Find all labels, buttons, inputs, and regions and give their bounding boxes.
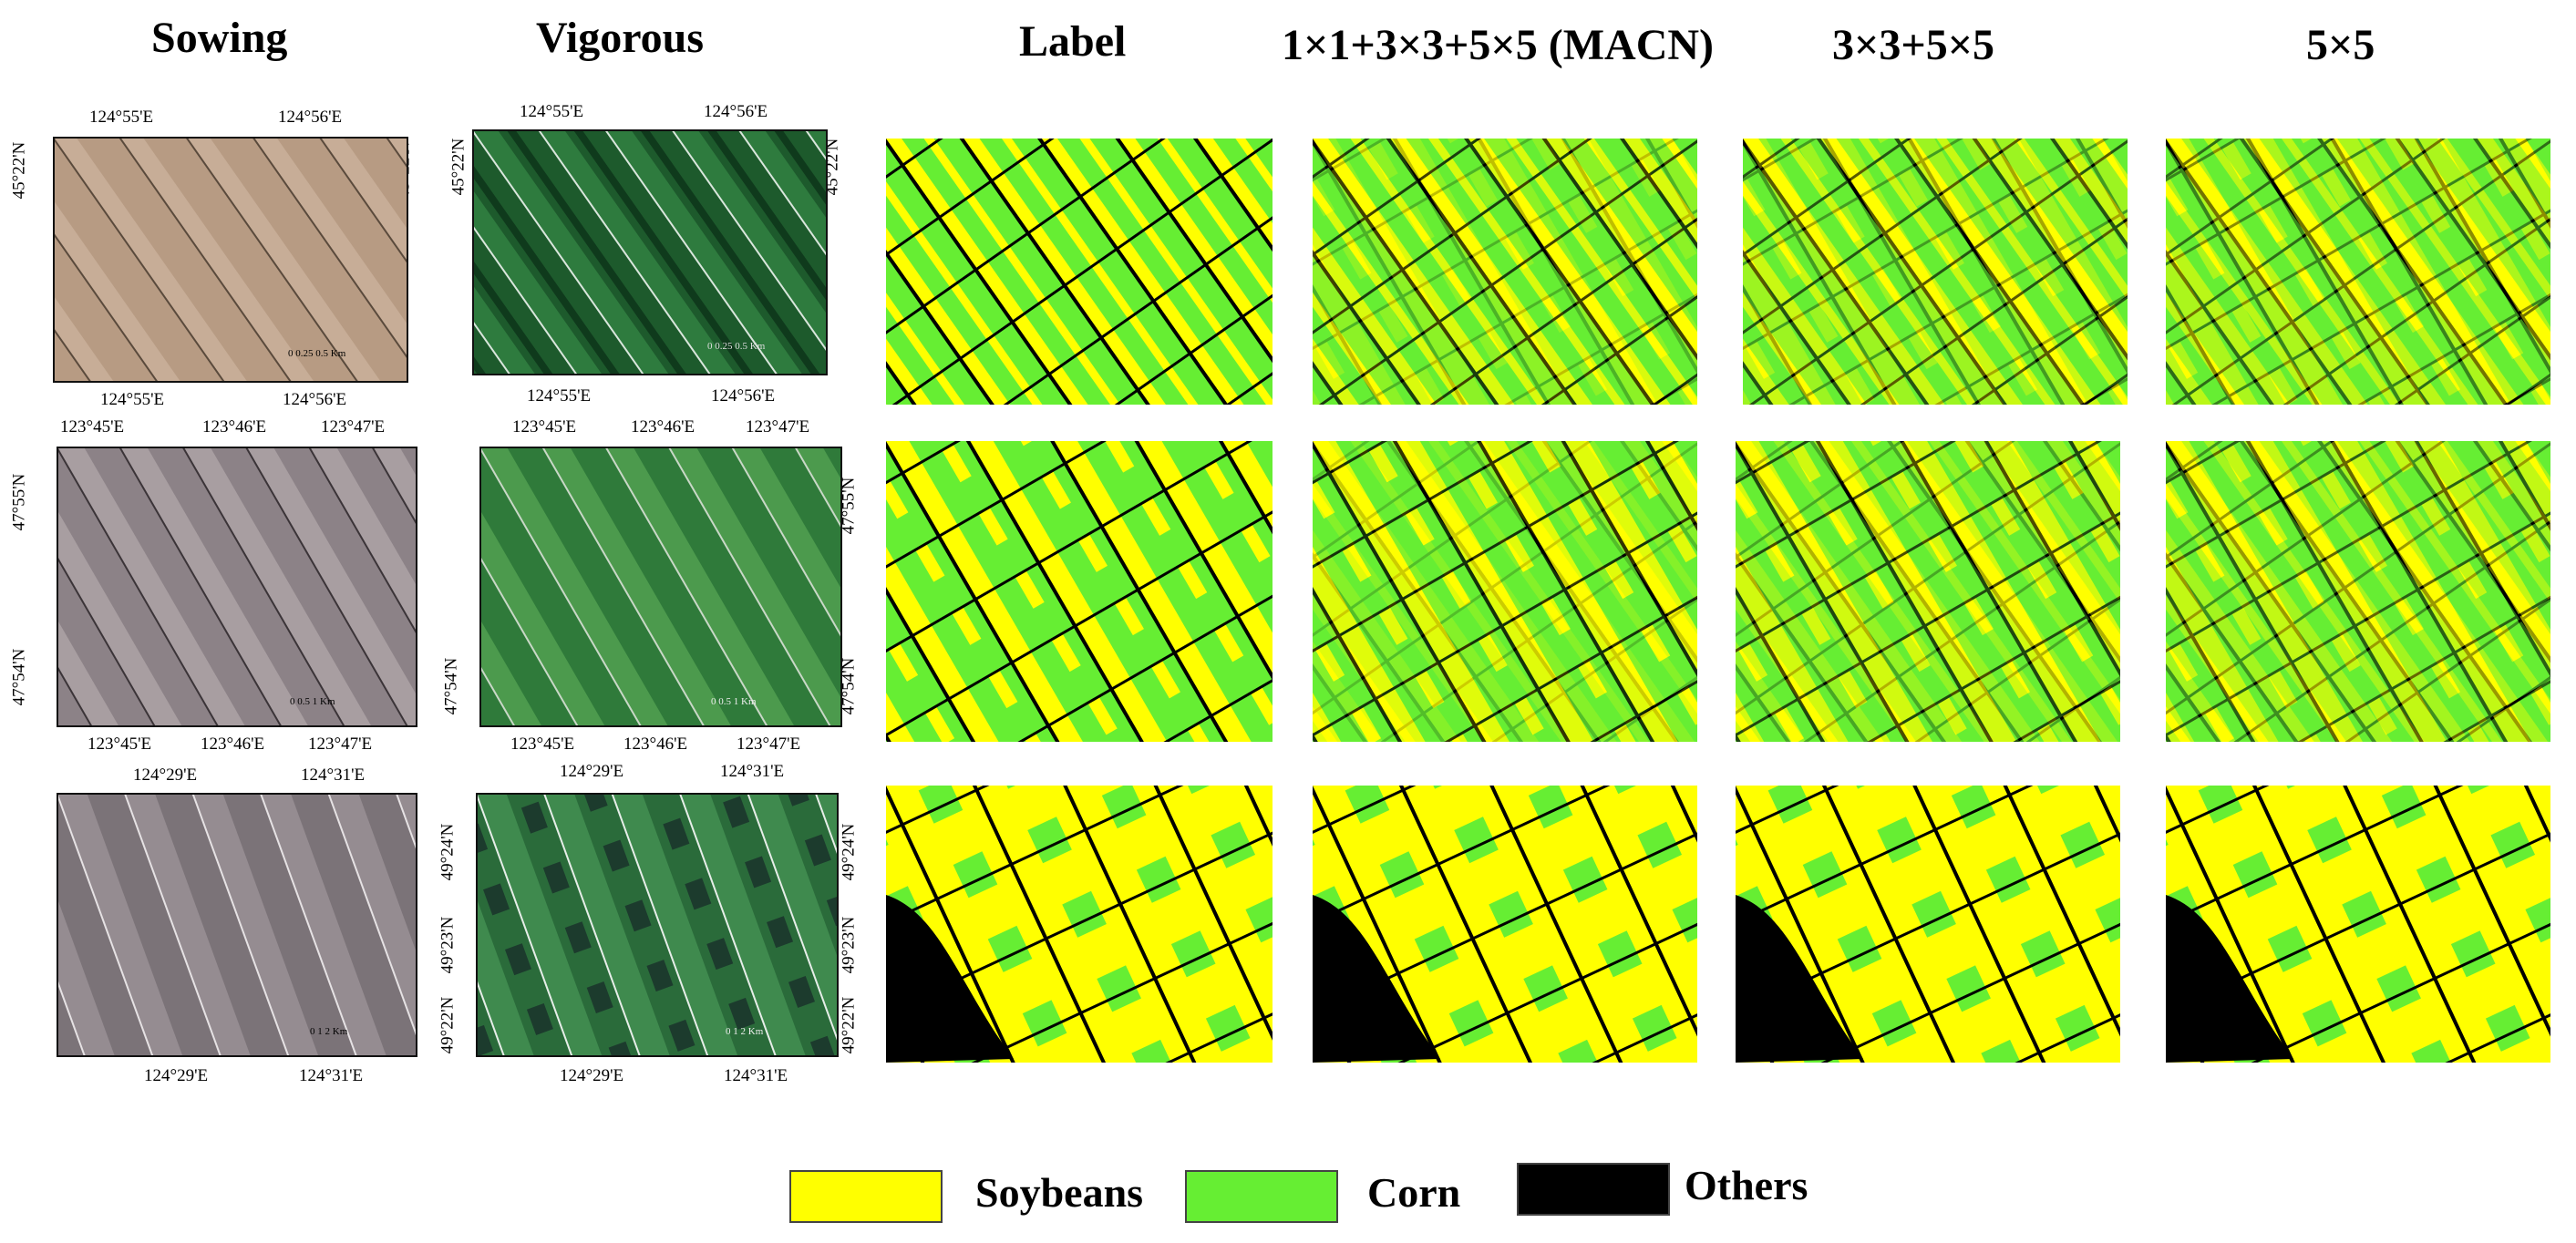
row2-sowing-bottom-lon-1: 123°45'E xyxy=(88,734,152,754)
row1-vigorous-scale: 0 0.25 0.5 Km xyxy=(707,341,766,352)
legend-corn-swatch xyxy=(1185,1170,1338,1223)
row3-sowing-top-lon-1: 124°29'E xyxy=(133,765,198,785)
row1-sowing-top-lon-1: 124°55'E xyxy=(89,108,154,127)
row3-vigorous-image xyxy=(476,793,839,1057)
row1-macn-map xyxy=(1313,139,1697,405)
row2-sowing-bottom-lon-3: 123°47'E xyxy=(308,734,373,754)
row2-5x5-map xyxy=(2166,441,2550,742)
column-header-vigorous: Vigorous xyxy=(536,14,705,62)
row1-vigorous-lat: 45°22'N xyxy=(448,138,469,196)
row2-sowing-top-lon-1: 123°45'E xyxy=(60,417,125,437)
row3-vigorous-bottom-lon-2: 124°31'E xyxy=(724,1066,788,1085)
column-header-label: Label xyxy=(1019,17,1127,66)
row3-sowing-top-lon-2: 124°31'E xyxy=(301,765,366,785)
row2-sowing-lat-2: 47°54'N xyxy=(9,648,29,706)
row1-sowing-top-lon-2: 124°56'E xyxy=(278,108,343,127)
row3-vigorous-lat-2: 49°23'N xyxy=(438,916,458,974)
row3-label-map xyxy=(886,786,1273,1063)
row2-vigorous-bottom-lon-2: 123°46'E xyxy=(623,734,688,754)
column-header-5x5: 5×5 xyxy=(2306,21,2375,69)
column-header-3x3-5x5: 3×3+5×5 xyxy=(1832,21,1995,69)
row1-5x5-map xyxy=(2166,139,2550,405)
row3-vigorous-top-lon-2: 124°31'E xyxy=(720,762,785,781)
row2-vigorous-image xyxy=(479,447,842,727)
row3-3x3-5x5-map xyxy=(1736,786,2120,1063)
row1-label-map xyxy=(886,139,1273,405)
row2-sowing-image xyxy=(57,447,417,727)
row3-vigorous-lat-3: 49°22'N xyxy=(438,996,458,1054)
legend-others-label: Others xyxy=(1685,1162,1808,1208)
row3-vigorous-lat-1: 49°24'N xyxy=(438,823,458,881)
row3-sowing-bottom-lon-1: 124°29'E xyxy=(144,1066,209,1085)
row2-3x3-5x5-map xyxy=(1736,441,2120,742)
row3-vigorous-lat-1-right: 49°24'N xyxy=(839,823,859,881)
legend-others-swatch xyxy=(1517,1163,1670,1216)
row1-sowing-lat: 45°22'N xyxy=(9,141,29,200)
row3-vigorous-lat-2-right: 49°23'N xyxy=(839,916,859,974)
row2-sowing-bottom-lon-2: 123°46'E xyxy=(201,734,265,754)
row3-vigorous-bottom-lon-1: 124°29'E xyxy=(560,1066,624,1085)
row3-sowing-scale: 0 1 2 Km xyxy=(310,1026,348,1037)
legend-soybeans-label: Soybeans xyxy=(975,1169,1144,1216)
row3-sowing-image xyxy=(57,793,417,1057)
row2-vigorous-scale: 0 0.5 1 Km xyxy=(711,696,757,707)
row3-macn-map xyxy=(1313,786,1697,1063)
row2-vigorous-top-lon-3: 123°47'E xyxy=(746,417,810,437)
row1-vigorous-image xyxy=(472,129,828,375)
row2-sowing-top-lon-3: 123°47'E xyxy=(321,417,386,437)
row2-vigorous-bottom-lon-3: 123°47'E xyxy=(737,734,801,754)
column-header-macn: 1×1+3×3+5×5 (MACN) xyxy=(1282,21,1715,69)
row1-sowing-scale: 0 0.25 0.5 Km xyxy=(288,348,346,359)
row1-vigorous-top-lon-1: 124°55'E xyxy=(520,102,584,121)
row2-vigorous-bottom-lon-1: 123°45'E xyxy=(510,734,575,754)
row1-vigorous-bottom-lon-2: 124°56'E xyxy=(711,386,776,406)
row3-vigorous-top-lon-1: 124°29'E xyxy=(560,762,624,781)
row1-vigorous-top-lon-2: 124°56'E xyxy=(704,102,768,121)
row2-label-map xyxy=(886,441,1273,742)
row2-macn-map xyxy=(1313,441,1697,742)
row3-5x5-map xyxy=(2166,786,2550,1063)
row1-vigorous-bottom-lon-1: 124°55'E xyxy=(527,386,592,406)
legend-corn-label: Corn xyxy=(1367,1169,1461,1216)
row1-sowing-bottom-lon-2: 124°56'E xyxy=(283,390,347,409)
row2-sowing-scale: 0 0.5 1 Km xyxy=(290,696,335,707)
row2-sowing-lat-1: 47°55'N xyxy=(9,473,29,531)
row3-vigorous-scale: 0 1 2 Km xyxy=(726,1026,764,1037)
row1-sowing-image xyxy=(53,137,408,383)
row1-sowing-bottom-lon-1: 124°55'E xyxy=(100,390,165,409)
row2-vigorous-lat-2: 47°54'N xyxy=(441,657,461,715)
row3-vigorous-lat-3-right: 49°22'N xyxy=(839,996,859,1054)
row3-sowing-bottom-lon-2: 124°31'E xyxy=(299,1066,364,1085)
row2-vigorous-top-lon-2: 123°46'E xyxy=(631,417,696,437)
column-header-sowing: Sowing xyxy=(151,14,288,62)
row1-3x3-5x5-map xyxy=(1743,139,2128,405)
row2-vigorous-top-lon-1: 123°45'E xyxy=(512,417,577,437)
row2-sowing-top-lon-2: 123°46'E xyxy=(202,417,267,437)
legend-soybeans-swatch xyxy=(789,1170,943,1223)
